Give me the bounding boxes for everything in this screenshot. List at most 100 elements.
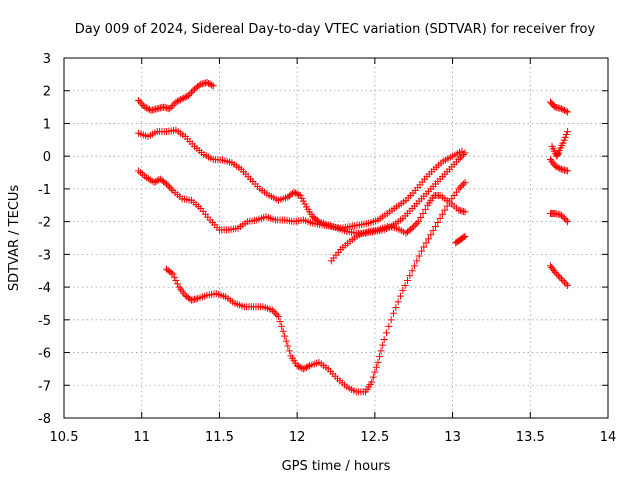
plus-marker bbox=[282, 337, 290, 345]
plus-marker bbox=[167, 269, 175, 277]
plus-marker bbox=[293, 190, 301, 198]
y-tick-label: -2 bbox=[38, 216, 51, 231]
series-prn-b bbox=[135, 126, 469, 237]
plus-marker bbox=[173, 97, 181, 105]
plus-marker bbox=[408, 267, 416, 275]
plus-marker bbox=[553, 163, 561, 171]
plus-marker bbox=[293, 362, 301, 370]
plus-marker bbox=[368, 378, 376, 386]
plus-marker bbox=[564, 167, 572, 175]
y-tick-label: 2 bbox=[43, 85, 51, 100]
plus-marker bbox=[458, 147, 466, 155]
plus-marker bbox=[456, 154, 464, 162]
plus-marker bbox=[206, 80, 214, 88]
plus-marker bbox=[172, 98, 180, 106]
plot-frame bbox=[63, 57, 609, 419]
plus-marker bbox=[559, 213, 567, 221]
series-prn-g bbox=[546, 98, 572, 116]
plus-marker bbox=[295, 191, 303, 199]
plus-marker bbox=[135, 167, 143, 175]
x-tick-label: 10.5 bbox=[50, 430, 79, 445]
plus-marker bbox=[279, 327, 287, 335]
plus-marker bbox=[456, 183, 464, 191]
plus-marker bbox=[564, 281, 572, 289]
plus-marker bbox=[455, 155, 463, 163]
y-tick-label: 3 bbox=[43, 52, 51, 67]
axis-ticks bbox=[63, 57, 609, 419]
plus-marker bbox=[422, 239, 430, 247]
plus-marker bbox=[371, 368, 379, 376]
plus-marker bbox=[203, 79, 211, 87]
x-tick-labels: 10.5 11 11.5 12 12.5 13 13.5 14 bbox=[50, 430, 617, 445]
plus-marker bbox=[459, 151, 467, 159]
grid bbox=[64, 58, 608, 418]
plus-marker bbox=[166, 105, 174, 113]
plus-marker bbox=[208, 81, 216, 89]
plus-marker bbox=[268, 306, 276, 314]
plus-marker bbox=[562, 131, 570, 138]
plus-marker bbox=[181, 93, 189, 101]
plus-marker bbox=[399, 286, 407, 294]
plus-marker bbox=[172, 277, 180, 285]
plus-marker bbox=[161, 179, 169, 187]
plus-marker bbox=[554, 164, 562, 172]
plus-marker bbox=[379, 341, 387, 349]
series-prn-c bbox=[135, 147, 466, 234]
x-tick-label: 11 bbox=[133, 430, 150, 445]
plus-marker bbox=[374, 358, 382, 366]
y-tick-label: -8 bbox=[38, 412, 51, 427]
series-prn-e bbox=[163, 178, 469, 396]
plus-marker bbox=[461, 178, 469, 186]
y-tick-label: -6 bbox=[38, 347, 51, 362]
series-prn-h bbox=[548, 128, 572, 160]
plus-marker bbox=[387, 316, 395, 324]
plus-marker bbox=[410, 223, 418, 231]
y-tick-label: -5 bbox=[38, 314, 51, 329]
plus-marker bbox=[298, 194, 306, 202]
plus-marker bbox=[413, 257, 421, 265]
plus-marker bbox=[273, 311, 281, 319]
plus-marker bbox=[559, 139, 567, 147]
series-prn-i bbox=[546, 155, 572, 175]
series-prn-f bbox=[452, 232, 469, 247]
plus-marker bbox=[301, 364, 309, 372]
series-prn-d bbox=[327, 191, 469, 265]
plus-marker bbox=[436, 214, 444, 222]
plus-marker bbox=[559, 106, 567, 114]
plus-marker bbox=[169, 270, 177, 278]
plus-marker bbox=[177, 96, 185, 104]
y-tick-label: -4 bbox=[38, 281, 51, 296]
plus-marker bbox=[150, 178, 158, 186]
plus-marker bbox=[556, 273, 564, 281]
plus-marker bbox=[302, 363, 310, 371]
plus-marker bbox=[431, 223, 439, 231]
plus-marker bbox=[278, 322, 286, 330]
plus-marker bbox=[137, 169, 145, 177]
plus-marker bbox=[299, 365, 307, 373]
plus-marker bbox=[411, 221, 419, 229]
plus-marker bbox=[441, 206, 449, 214]
plus-marker bbox=[413, 219, 421, 227]
plus-marker bbox=[562, 280, 570, 288]
y-tick-label: -3 bbox=[38, 248, 51, 263]
plus-marker bbox=[554, 272, 562, 280]
y-tick-label: -1 bbox=[38, 183, 51, 198]
y-tick-label: 1 bbox=[43, 117, 51, 132]
plus-marker bbox=[380, 335, 388, 343]
plus-marker bbox=[270, 308, 278, 316]
plus-marker bbox=[560, 278, 568, 286]
plus-marker bbox=[299, 197, 307, 205]
x-tick-label: 12.5 bbox=[360, 430, 389, 445]
plus-marker bbox=[281, 332, 289, 340]
plus-marker bbox=[178, 95, 186, 103]
plus-marker bbox=[458, 182, 466, 190]
plus-marker bbox=[301, 200, 309, 208]
plus-marker bbox=[434, 218, 442, 226]
plus-marker bbox=[561, 133, 569, 141]
plus-marker bbox=[401, 281, 409, 289]
plus-marker bbox=[392, 304, 400, 312]
plus-marker bbox=[394, 298, 402, 306]
plus-marker bbox=[284, 342, 292, 350]
plus-marker bbox=[417, 214, 425, 222]
